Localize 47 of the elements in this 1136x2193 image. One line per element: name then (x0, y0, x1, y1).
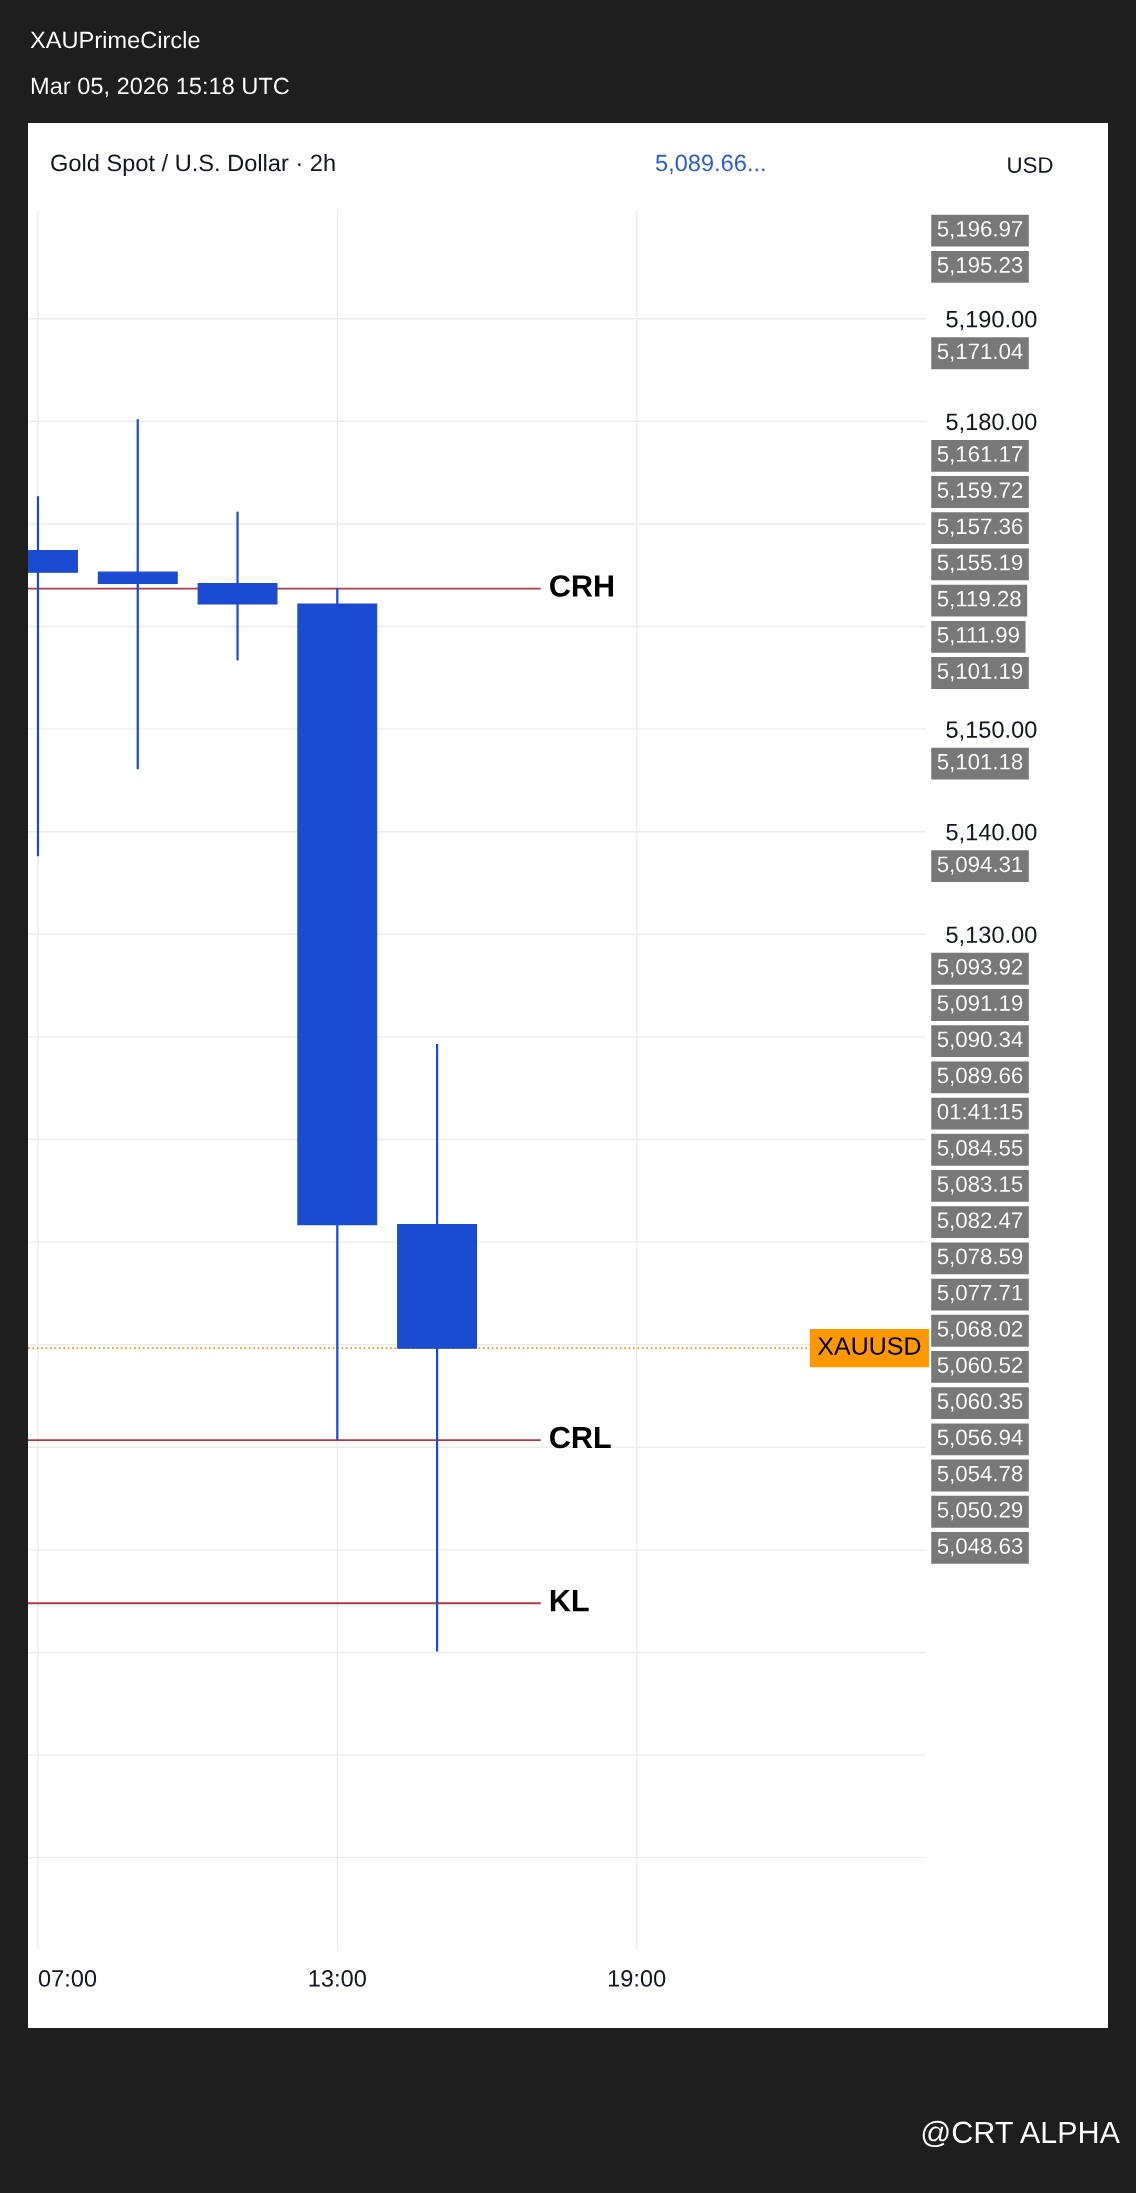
text: 5,157.36 (937, 518, 1023, 537)
text: 5,119.28 (937, 590, 1021, 610)
text: @CRT ALPHA (922, 2120, 1120, 2148)
text: 5,196.97 (937, 220, 1023, 240)
text: 5,054.78 (937, 1465, 1023, 1485)
x-tick-label: 13:00 (309, 1970, 366, 1987)
ref-line-label: CRH (550, 575, 613, 597)
text: 5,050.29 (937, 1501, 1023, 1521)
ref-line-label: CRL (550, 1426, 611, 1449)
text: USD (1008, 157, 1053, 173)
text: 5,048.63 (937, 1538, 1023, 1557)
text: 5,111.99 (937, 627, 1019, 646)
text: 5,195.23 (937, 257, 1023, 276)
text: 5,161.17 (937, 446, 1023, 465)
text: 5,159.72 (937, 482, 1023, 501)
x-tick-label: 07:00 (38, 1970, 97, 1987)
text: 5,101.19 (937, 663, 1023, 682)
text: 5,078.59 (937, 1248, 1023, 1267)
y-tick-label: 5,180.00 (946, 413, 1037, 433)
text: 5,084.55 (937, 1140, 1023, 1159)
chart-title: Gold Spot / U.S. Dollar · 2h (51, 154, 335, 177)
y-tick-label: 5,150.00 (946, 721, 1037, 741)
text: 5,093.92 (937, 959, 1023, 978)
text: 5,094.31 (937, 856, 1023, 875)
text: 5,068.02 (937, 1320, 1023, 1340)
ref-line-label: KL (550, 1590, 589, 1612)
x-tick-label: 19:00 (608, 1970, 666, 1987)
text: 5,077.71 (937, 1284, 1023, 1304)
text: 5,090.34 (937, 1031, 1023, 1050)
text: 5,056.94 (937, 1429, 1023, 1448)
ref-line-label: XAUUSD (817, 1337, 921, 1355)
text: 5,082.47 (937, 1212, 1023, 1231)
text: XAUPrimeCircle (30, 31, 200, 49)
text: 5,060.52 (937, 1357, 1023, 1376)
text: 5,089.66 (937, 1067, 1023, 1086)
text: 5,091.19 (937, 995, 1023, 1014)
text: 5,155.19 (937, 554, 1023, 573)
text: 5,101.18 (937, 753, 1023, 773)
y-tick-label: 5,130.00 (946, 926, 1037, 946)
text: 5,171.04 (937, 343, 1023, 362)
y-tick-label: 5,140.00 (946, 823, 1037, 844)
text: 5,083.15 (937, 1176, 1023, 1195)
chart-subtitle: 5,089.66... (655, 154, 765, 175)
y-tick-label: 5,190.00 (946, 310, 1037, 331)
text: Mar 05, 2026 15:18 UTC (31, 77, 289, 98)
text: 01:41:15 (937, 1103, 1023, 1120)
text: 5,060.35 (937, 1393, 1023, 1412)
